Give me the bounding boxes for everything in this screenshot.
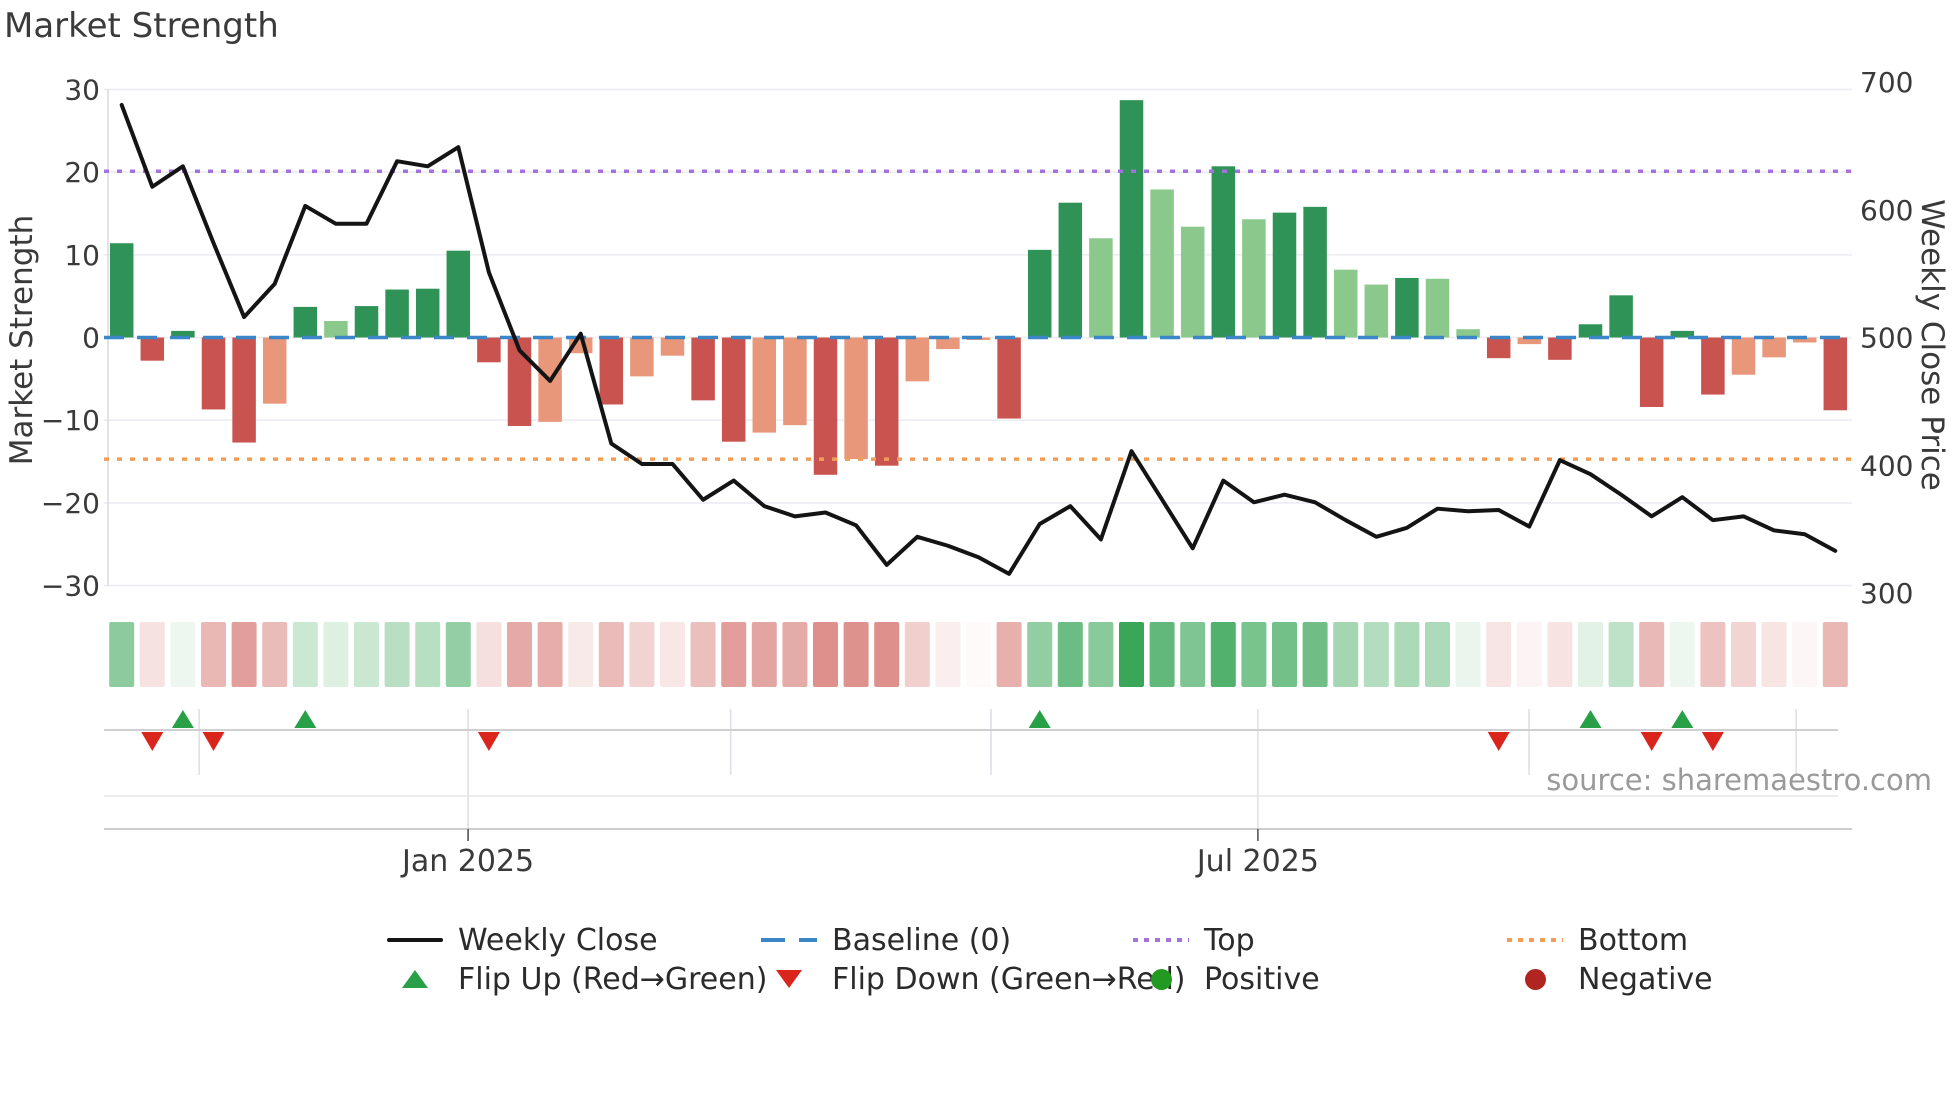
baseline-dash-icon — [761, 938, 817, 942]
negative-dot-icon — [1524, 968, 1546, 990]
flip-down-marker — [1640, 732, 1663, 751]
flip-up-marker — [171, 710, 194, 728]
top-line-icon — [1133, 938, 1189, 942]
flip-up-marker — [294, 710, 317, 728]
positive-dot-icon — [1150, 968, 1172, 990]
weekly-close-line-icon — [387, 938, 443, 942]
right-tick-label: 400 — [1860, 449, 1913, 482]
left-tick-label: 10 — [64, 239, 100, 272]
weekly-close-line — [119, 102, 1838, 576]
bottom-axis: Jan 2025 Jul 2025 — [104, 795, 1852, 879]
legend-item-negative: Negative — [1504, 960, 1713, 998]
left-tick-label: −10 — [41, 404, 100, 437]
flip-up-triangle-icon — [402, 970, 428, 988]
legend-item-flip-up: Flip Up (Red→Green) — [384, 960, 767, 998]
legend-item-label: Bottom — [1578, 922, 1689, 958]
source-credit: source: sharemaestro.com — [1546, 763, 1932, 797]
flip-up-marker — [1579, 710, 1602, 728]
legend-item-flip-down: Flip Down (Green→Red) — [758, 960, 1185, 998]
left-tick-label: 30 — [64, 73, 100, 106]
x-tick-label: Jul 2025 — [1195, 844, 1319, 879]
right-tick-label: 300 — [1860, 577, 1913, 610]
legend-item-label: Positive — [1204, 961, 1320, 997]
right-tick-label: 700 — [1860, 66, 1913, 99]
left-tick-label: −20 — [41, 487, 100, 520]
right-tick-label: 600 — [1860, 194, 1913, 227]
flip-down-marker — [202, 732, 225, 751]
legend-item-label: Flip Down (Green→Red) — [832, 961, 1186, 997]
left-tick-label: 0 — [82, 322, 100, 355]
flip-down-marker — [141, 732, 164, 751]
legend-item-label: Negative — [1578, 961, 1713, 997]
left-tick-label: −30 — [41, 570, 100, 603]
legend-item-label: Weekly Close — [458, 922, 658, 958]
flip-up-marker — [1028, 710, 1051, 728]
x-tick-label: Jan 2025 — [400, 844, 534, 879]
legend-item-label: Baseline (0) — [832, 922, 1012, 958]
left-tick-labels: 30 20 10 0 −10 −20 −30 — [41, 73, 100, 602]
legend-item-baseline: Baseline (0) — [758, 921, 1011, 959]
bottom-line-icon — [1507, 938, 1563, 942]
legend-item-top: Top — [1130, 921, 1255, 959]
right-tick-labels: 700 600 500 400 300 — [1860, 66, 1913, 610]
page-title: Market Strength — [4, 6, 279, 46]
flip-down-marker — [1701, 732, 1724, 751]
legend-item-positive: Positive — [1130, 960, 1320, 998]
flip-up-marker — [1671, 710, 1694, 728]
legend-item-label: Top — [1204, 922, 1255, 958]
flip-marker-strip — [104, 709, 1838, 829]
flip-down-marker — [1487, 732, 1510, 751]
legend-item-label: Flip Up (Red→Green) — [458, 961, 768, 997]
flip-down-marker — [477, 732, 500, 751]
legend-item-weekly-close: Weekly Close — [384, 921, 658, 959]
flip-down-triangle-icon — [776, 970, 802, 988]
heatmap-strip — [109, 622, 1848, 687]
left-tick-label: 20 — [64, 156, 100, 189]
legend-item-bottom: Bottom — [1504, 921, 1688, 959]
right-tick-label: 500 — [1860, 322, 1913, 355]
strength-bars — [109, 100, 1848, 475]
